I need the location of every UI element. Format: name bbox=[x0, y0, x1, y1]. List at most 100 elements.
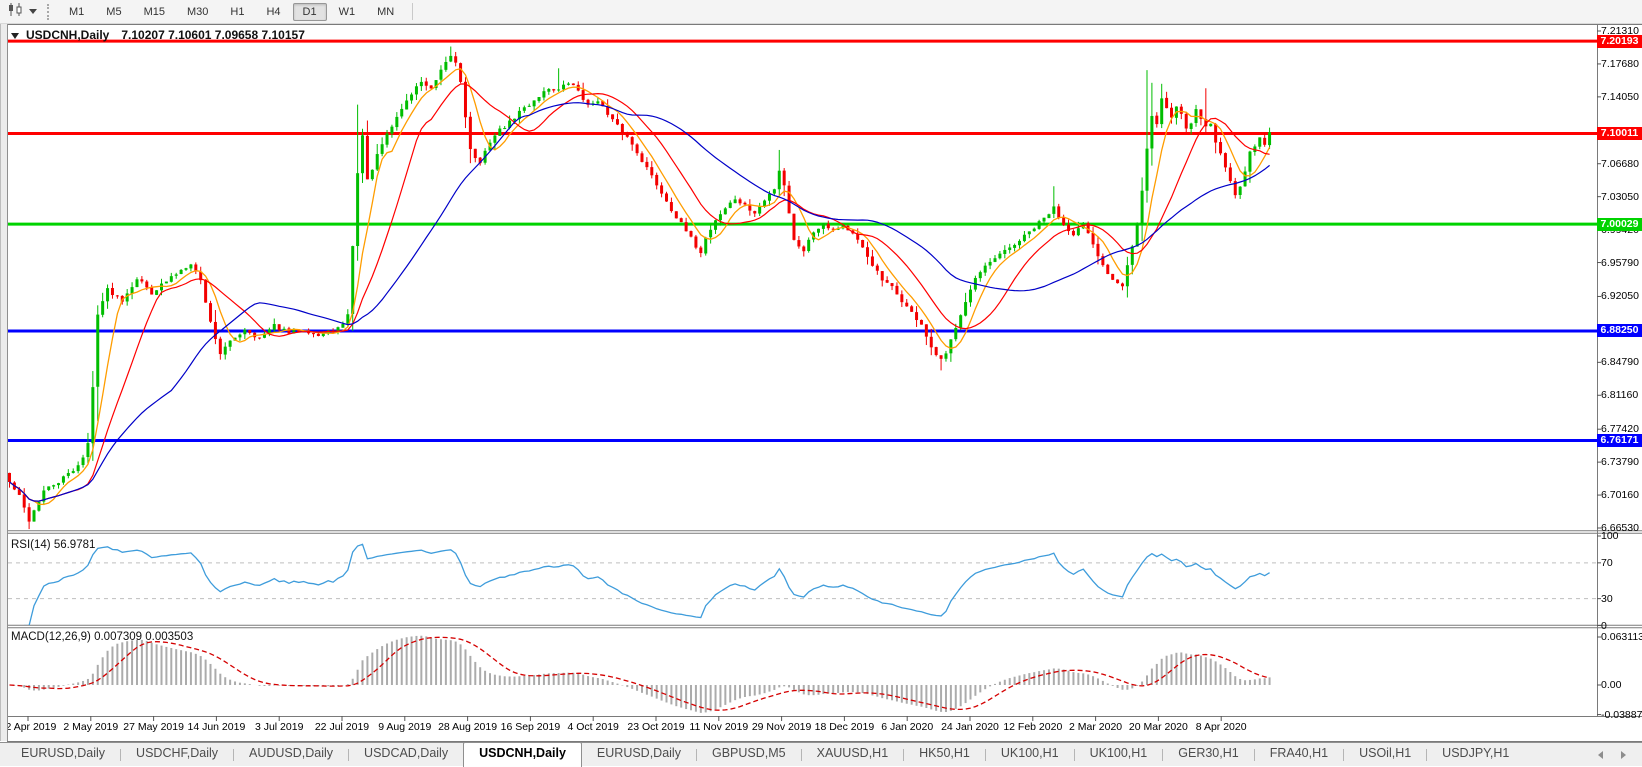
tab-separator bbox=[903, 749, 905, 761]
date-label: 22 Jul 2019 bbox=[314, 721, 370, 733]
timeframe-button-h4[interactable]: H4 bbox=[266, 5, 281, 18]
chart-type-button[interactable] bbox=[3, 1, 41, 23]
macd-tick: 0.00 bbox=[1601, 679, 1622, 691]
rsi-tick: 30 bbox=[1601, 592, 1613, 605]
title-dropdown-icon bbox=[11, 32, 19, 39]
price-tick: 7.17680 bbox=[1601, 57, 1639, 70]
date-label: 4 Oct 2019 bbox=[567, 721, 619, 733]
date-label: 2 Mar 2020 bbox=[1069, 721, 1123, 733]
tab-bar: EURUSD,Daily USDCHF,Daily AUDUSD,Daily USDC… bbox=[0, 742, 1642, 767]
chart-header: USDCNH,Daily 7.10207 7.10601 7.09658 7.1… bbox=[11, 28, 305, 42]
rsi-tick: 100 bbox=[1601, 530, 1619, 542]
date-label: 24 Jan 2020 bbox=[941, 721, 999, 733]
price-line-label: 6.76171 bbox=[1597, 434, 1642, 448]
macd-label: MACD(12,26,9) 0.007309 0.003503 bbox=[11, 631, 194, 643]
macd-tick: -0.038872 bbox=[1601, 708, 1642, 721]
timeframe-button-mn[interactable]: MN bbox=[377, 5, 395, 18]
date-label: 2 May 2019 bbox=[63, 721, 119, 733]
rsi-tick: 70 bbox=[1601, 556, 1613, 569]
date-label: 18 Dec 2019 bbox=[814, 721, 875, 733]
market-watch-splitter[interactable] bbox=[0, 24, 8, 741]
tab-separator bbox=[800, 749, 802, 761]
rsi-label: RSI(14) 56.9781 bbox=[11, 539, 96, 551]
tab-usdchf-daily[interactable]: USDCHF,Daily bbox=[136, 746, 218, 760]
date-label: 11 Nov 2019 bbox=[689, 721, 749, 733]
tab-separator bbox=[120, 749, 122, 761]
horizontal-lines-layer bbox=[8, 39, 1597, 443]
date-label: 14 Jun 2019 bbox=[187, 721, 246, 733]
date-label: 12 Apr 2019 bbox=[0, 721, 57, 733]
date-label: 29 Nov 2019 bbox=[751, 721, 812, 733]
scroll-right-icon[interactable] bbox=[1621, 751, 1626, 759]
chevron-down-icon bbox=[29, 9, 37, 14]
toolbar-separator bbox=[412, 3, 414, 20]
moving-averages-layer bbox=[9, 67, 1271, 506]
timeframe-button-d1[interactable]: D1 bbox=[292, 2, 327, 21]
tab-hk50-h1[interactable]: HK50,H1 bbox=[919, 746, 970, 760]
date-label: 27 May 2019 bbox=[123, 721, 184, 733]
timeframe-button-m1[interactable]: M1 bbox=[69, 5, 85, 18]
tab-xauusd-h1[interactable]: XAUUSD,H1 bbox=[816, 746, 889, 760]
tab-usdcnh-daily[interactable]: USDCNH,Daily bbox=[463, 742, 582, 767]
timeframe-button-m15[interactable]: M15 bbox=[143, 5, 165, 18]
axis-tick-marks bbox=[1597, 30, 1601, 716]
scroll-left-icon[interactable] bbox=[1598, 751, 1603, 759]
date-label: 12 Feb 2020 bbox=[1003, 721, 1063, 733]
tab-separator bbox=[1426, 749, 1428, 761]
tab-usdjpy-h1[interactable]: USDJPY,H1 bbox=[1442, 746, 1510, 760]
price-line-label: 7.00029 bbox=[1597, 217, 1642, 231]
price-tick: 6.92050 bbox=[1601, 290, 1639, 303]
date-label: 3 Jul 2019 bbox=[254, 721, 304, 733]
ohlc-values: 7.10207 7.10601 7.09658 7.10157 bbox=[121, 28, 305, 42]
price-tick: 6.81160 bbox=[1601, 389, 1639, 402]
timeframe-button-w1[interactable]: W1 bbox=[338, 5, 356, 18]
candlestick-chart-icon bbox=[7, 2, 25, 22]
toolbar-grip[interactable] bbox=[47, 3, 51, 20]
price-tick: 6.95790 bbox=[1601, 256, 1639, 269]
tab-uk100-h1[interactable]: UK100,H1 bbox=[1000, 746, 1059, 760]
price-tick: 6.73790 bbox=[1601, 456, 1639, 469]
date-label: 23 Oct 2019 bbox=[627, 721, 685, 733]
price-tick: 6.77420 bbox=[1601, 423, 1639, 436]
timeframe-button-m30[interactable]: M30 bbox=[186, 5, 209, 18]
tab-usdcad-daily[interactable]: USDCAD,Daily bbox=[364, 746, 449, 760]
macd-layer bbox=[9, 635, 1271, 713]
price-line-label: 7.10011 bbox=[1597, 127, 1642, 140]
date-label: 8 Apr 2020 bbox=[1195, 721, 1247, 733]
tab-audusd-daily[interactable]: AUDUSD,Daily bbox=[249, 746, 334, 760]
tab-separator bbox=[233, 749, 234, 761]
timeframe-button-m5[interactable]: M5 bbox=[106, 5, 122, 18]
tab-separator bbox=[695, 749, 697, 761]
price-tick: 6.66530 bbox=[1601, 522, 1639, 534]
tab-gbpusd-m5[interactable]: GBPUSD,M5 bbox=[711, 746, 786, 760]
price-tick: 6.84790 bbox=[1601, 356, 1639, 369]
tab-ger30-h1[interactable]: GER30,H1 bbox=[1178, 746, 1239, 760]
symbol-label: USDCNH,Daily bbox=[26, 28, 110, 42]
price-line-label: 7.20193 bbox=[1597, 34, 1642, 48]
date-label: 9 Aug 2019 bbox=[378, 721, 432, 733]
tab-eurusd-daily[interactable]: EURUSD,Daily bbox=[596, 746, 681, 760]
timeframe-buttons: M1 M5 M15 M30 H1 H4 D1 W1 MN bbox=[59, 2, 406, 21]
tab-separator bbox=[1253, 749, 1255, 761]
tab-separator bbox=[1162, 749, 1164, 761]
price-line-label: 6.88250 bbox=[1597, 324, 1642, 338]
tab-separator bbox=[984, 749, 986, 761]
tab-uk100-h1[interactable]: UK100,H1 bbox=[1089, 746, 1148, 760]
price-tick: 7.06680 bbox=[1601, 157, 1639, 170]
tab-usoil-h1[interactable]: USOil,H1 bbox=[1359, 746, 1412, 760]
tab-fra40-h1[interactable]: FRA40,H1 bbox=[1269, 746, 1329, 760]
toolbar: M1 M5 M15 M30 H1 H4 D1 W1 MN bbox=[0, 0, 1642, 24]
tab-scroll-arrows bbox=[1598, 751, 1626, 759]
rsi-tick: 0 bbox=[1601, 619, 1607, 632]
price-tick: 6.99420 bbox=[1601, 223, 1639, 236]
tab-separator bbox=[348, 749, 350, 761]
tab-separator bbox=[1073, 749, 1075, 761]
price-tick: 7.21310 bbox=[1601, 25, 1639, 37]
rsi-layer bbox=[8, 543, 1597, 625]
tab-eurusd-daily[interactable]: EURUSD,Daily bbox=[21, 746, 106, 760]
candles-layer bbox=[8, 46, 1272, 530]
tab-items: EURUSD,Daily USDCHF,Daily AUDUSD,Daily USDC… bbox=[6, 742, 1524, 767]
timeframe-button-h1[interactable]: H1 bbox=[230, 5, 245, 18]
